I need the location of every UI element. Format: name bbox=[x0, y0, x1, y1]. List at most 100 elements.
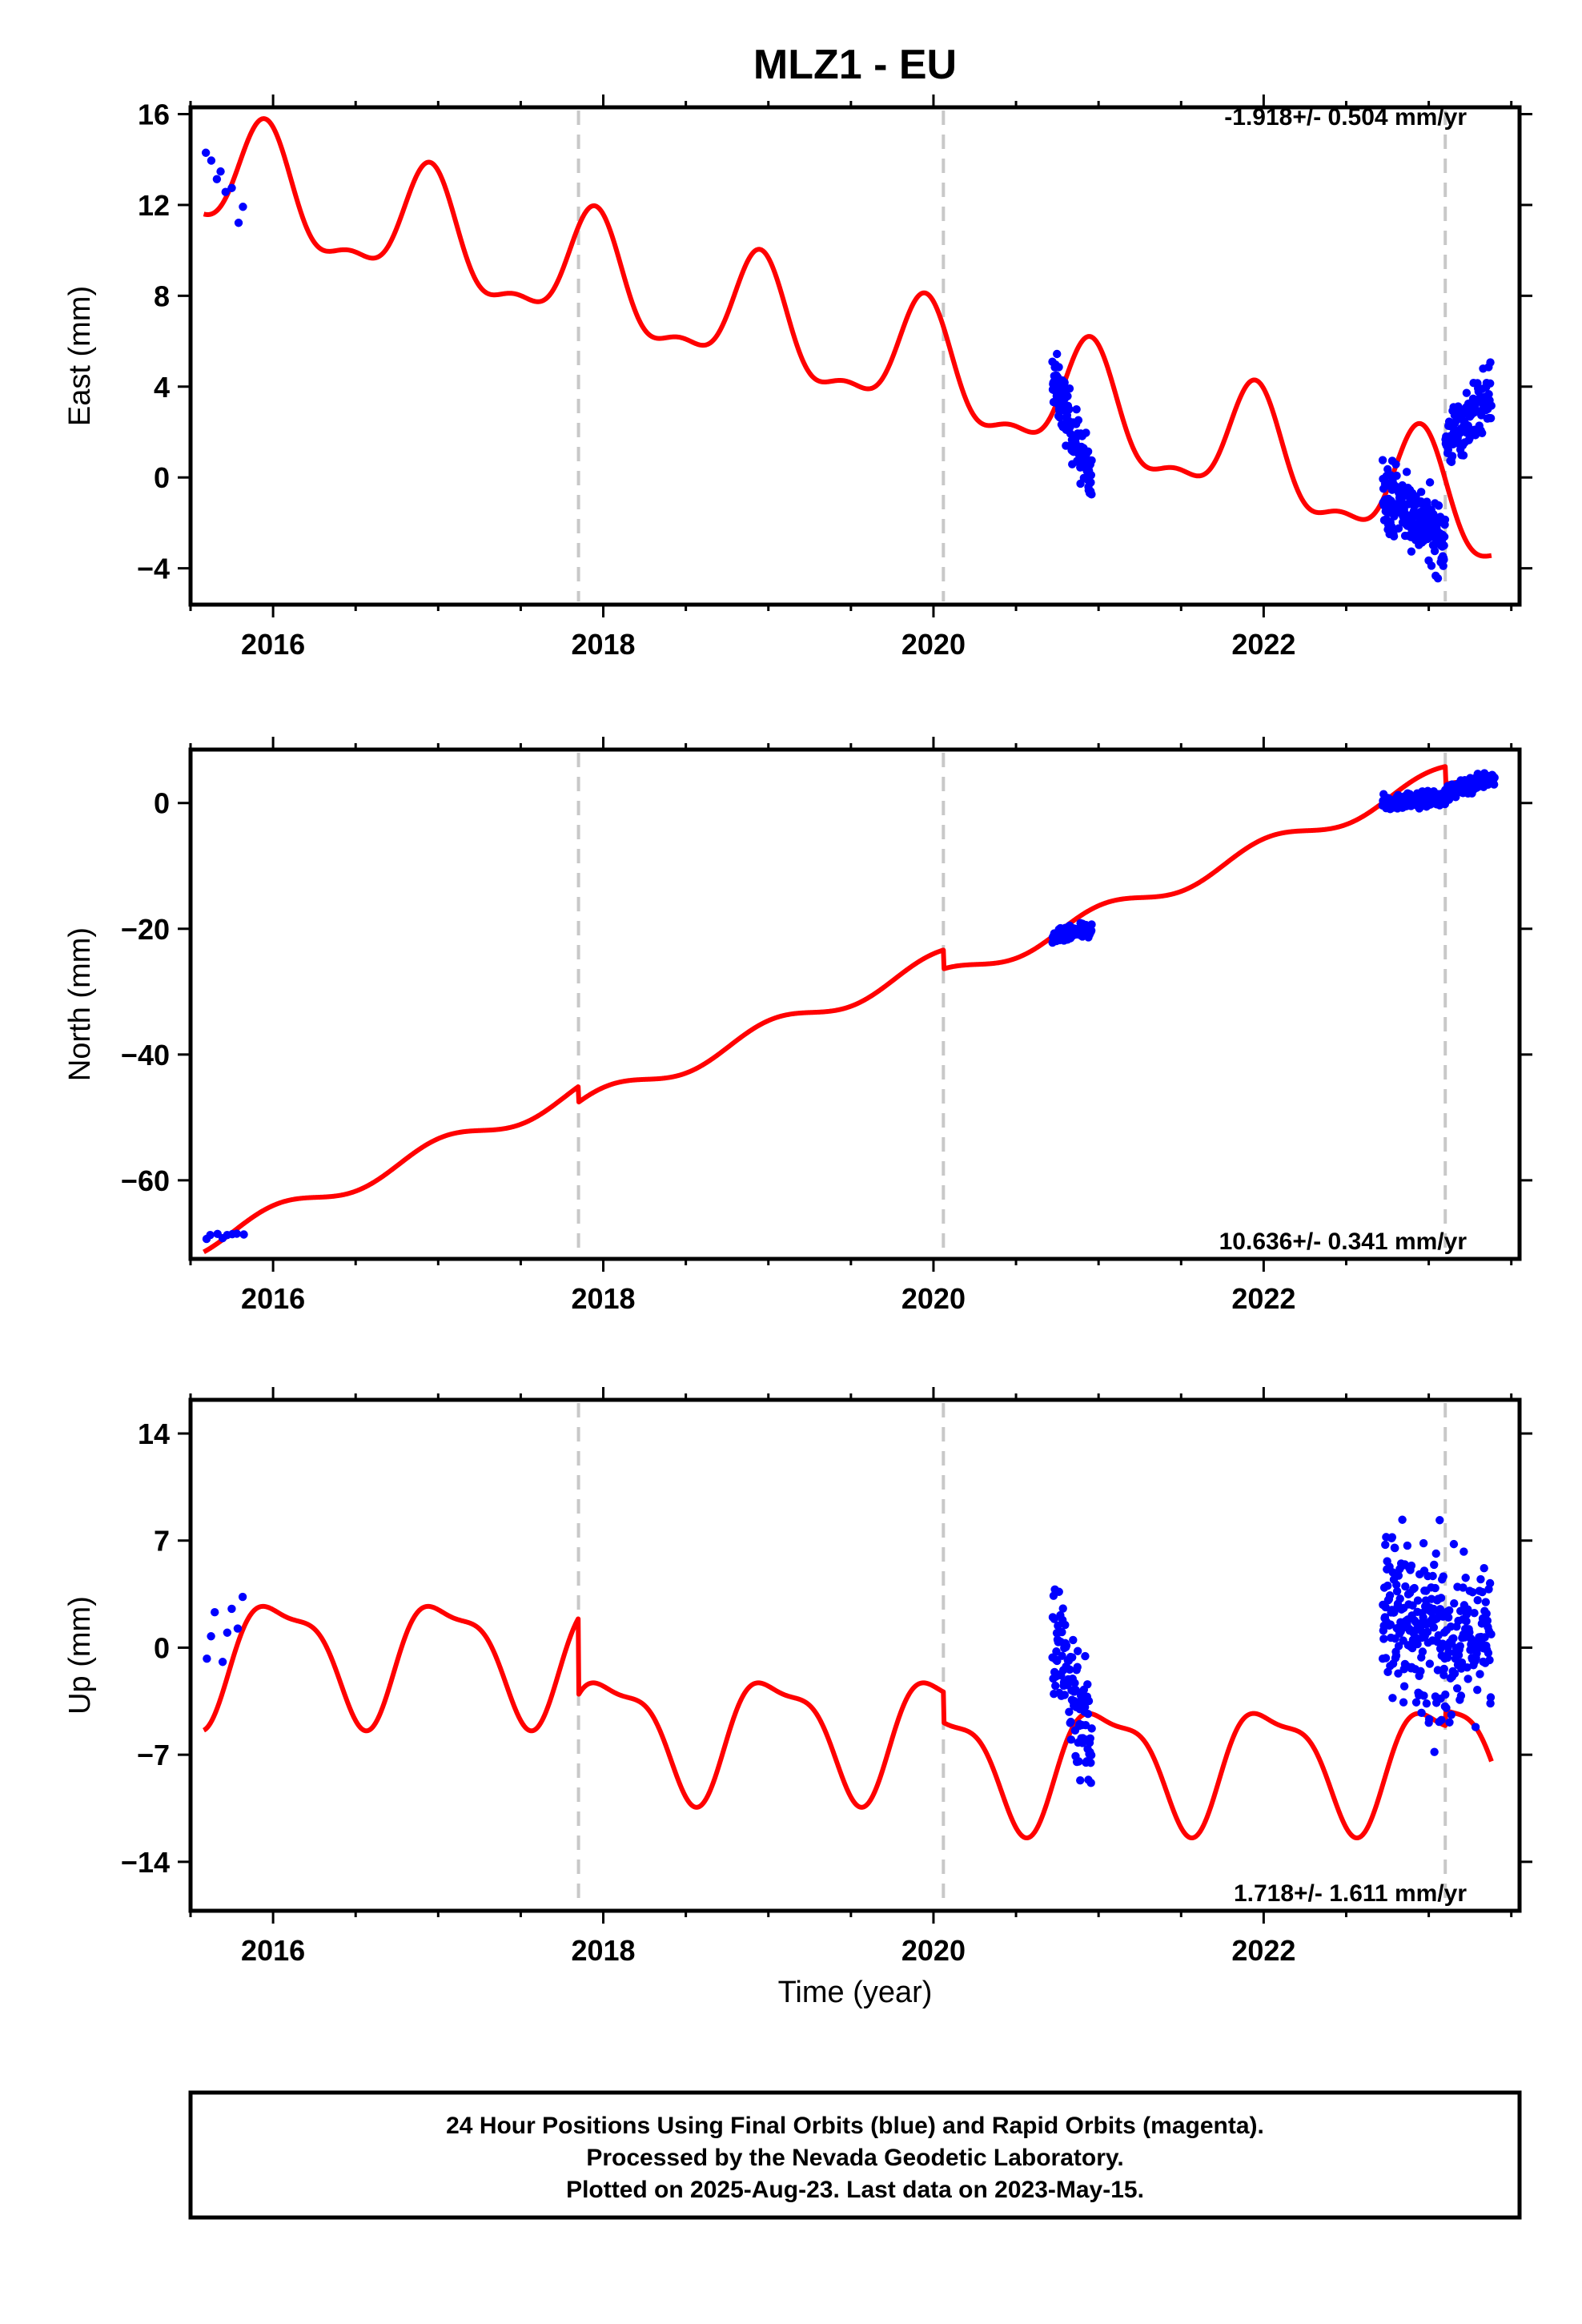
up-data-point bbox=[1080, 1703, 1090, 1711]
up-data-point bbox=[1486, 1699, 1495, 1708]
north-data-point bbox=[206, 1230, 215, 1240]
east-data-point bbox=[1471, 431, 1480, 440]
up-y-tick-label: −14 bbox=[121, 1846, 170, 1879]
up-data-point bbox=[1450, 1669, 1460, 1678]
east-data-point bbox=[1083, 447, 1093, 456]
up-data-point bbox=[1066, 1735, 1076, 1744]
east-data-point bbox=[1429, 509, 1438, 519]
east-data-point bbox=[1407, 547, 1416, 556]
east-data-points bbox=[201, 148, 1496, 583]
up-data-point bbox=[1456, 1642, 1464, 1651]
up-data-point bbox=[1394, 1571, 1403, 1580]
footer-line-3: Plotted on 2025-Aug-23. Last data on 202… bbox=[566, 2177, 1144, 2203]
up-data-point bbox=[1070, 1679, 1079, 1687]
east-data-point bbox=[1402, 468, 1411, 476]
east-data-point bbox=[1439, 561, 1447, 570]
up-data-point bbox=[1391, 1543, 1399, 1553]
up-data-point bbox=[1398, 1515, 1407, 1524]
up-data-point bbox=[1485, 1578, 1495, 1588]
up-data-point bbox=[1482, 1609, 1491, 1618]
up-data-point bbox=[1050, 1614, 1059, 1623]
up-data-point bbox=[1478, 1587, 1487, 1597]
up-data-point bbox=[1449, 1539, 1459, 1549]
up-data-point bbox=[1442, 1703, 1451, 1712]
up-data-point bbox=[1408, 1601, 1417, 1610]
east-data-point bbox=[216, 167, 225, 176]
up-data-point bbox=[1429, 1623, 1439, 1632]
east-data-point bbox=[1065, 404, 1074, 414]
east-data-point bbox=[1439, 541, 1448, 550]
up-data-point bbox=[1083, 1710, 1093, 1719]
up-y-tick-label: 14 bbox=[138, 1417, 170, 1450]
east-data-point bbox=[1487, 401, 1496, 410]
up-data-point bbox=[1463, 1663, 1472, 1672]
east-data-point bbox=[1055, 412, 1064, 422]
up-data-point bbox=[1054, 1587, 1063, 1596]
up-data-point bbox=[1480, 1633, 1489, 1642]
up-data-point bbox=[1060, 1691, 1069, 1699]
east-data-point bbox=[1459, 451, 1468, 460]
up-data-point bbox=[227, 1604, 236, 1614]
up-data-point bbox=[1416, 1667, 1425, 1676]
north-model-curve bbox=[202, 764, 1494, 1254]
up-data-point bbox=[1424, 1715, 1434, 1723]
up-data-point bbox=[207, 1632, 215, 1641]
up-data-point bbox=[1084, 1696, 1094, 1706]
up-data-point bbox=[1081, 1721, 1090, 1730]
east-panel: 2016 2018 2020 2022 −4 0 4 8 12 16 East (mm) -1.918… bbox=[63, 94, 1532, 661]
up-x-tick-label: 2022 bbox=[1231, 1934, 1295, 1967]
up-data-point bbox=[1431, 1583, 1439, 1593]
north-y-tick-label: 0 bbox=[154, 787, 170, 820]
up-data-point bbox=[1381, 1654, 1391, 1663]
up-model-curve bbox=[202, 1603, 1494, 1841]
up-data-point bbox=[1083, 1680, 1092, 1689]
east-data-point bbox=[1087, 490, 1096, 499]
up-data-point bbox=[1394, 1669, 1403, 1678]
north-data-point bbox=[1086, 926, 1096, 935]
up-data-point bbox=[1418, 1647, 1427, 1656]
up-data-point bbox=[1069, 1635, 1078, 1645]
up-data-point bbox=[223, 1628, 232, 1637]
east-data-point bbox=[1086, 471, 1096, 480]
up-frame bbox=[188, 1397, 1522, 1913]
north-frame bbox=[188, 747, 1522, 1261]
up-y-tick-label: 0 bbox=[154, 1631, 170, 1664]
east-y-tick-label: 16 bbox=[138, 99, 170, 131]
north-data-point bbox=[239, 1230, 248, 1239]
east-data-point bbox=[1389, 532, 1399, 541]
east-data-point bbox=[1063, 392, 1072, 400]
up-data-point bbox=[1399, 1682, 1409, 1691]
up-data-point bbox=[1413, 1596, 1423, 1605]
east-data-point bbox=[1427, 561, 1436, 570]
north-data-point bbox=[1087, 920, 1096, 929]
east-y-tick-label: 8 bbox=[154, 279, 170, 312]
up-data-point bbox=[1058, 1604, 1067, 1613]
up-data-point bbox=[1065, 1707, 1074, 1716]
east-data-point bbox=[1053, 349, 1062, 359]
north-x-tick-label: 2020 bbox=[901, 1282, 966, 1315]
east-y-tick-label: 4 bbox=[154, 371, 170, 404]
east-y-tick-label: 12 bbox=[138, 189, 170, 222]
up-data-point bbox=[1413, 1639, 1422, 1649]
footer-line-2: Processed by the Nevada Geodetic Laborat… bbox=[586, 2145, 1123, 2171]
up-data-point bbox=[1486, 1693, 1496, 1702]
up-y-tick-label: 7 bbox=[154, 1525, 170, 1558]
up-data-point bbox=[1403, 1541, 1412, 1550]
up-y-axis-title: Up (mm) bbox=[63, 1596, 97, 1715]
east-data-point bbox=[1082, 428, 1090, 437]
east-data-point bbox=[1378, 456, 1387, 464]
up-data-point bbox=[1435, 1605, 1445, 1614]
up-data-point bbox=[1471, 1723, 1480, 1731]
east-data-point bbox=[1065, 384, 1074, 393]
up-data-point bbox=[1417, 1708, 1426, 1718]
east-data-point bbox=[1439, 533, 1449, 541]
east-data-point bbox=[1430, 546, 1439, 556]
footer-line-1: 24 Hour Positions Using Final Orbits (bl… bbox=[446, 2113, 1264, 2139]
east-x-tick-label: 2022 bbox=[1231, 628, 1295, 661]
east-data-point bbox=[1387, 522, 1396, 531]
east-x-tick-label: 2020 bbox=[901, 628, 966, 661]
up-data-point bbox=[1444, 1648, 1453, 1657]
north-y-tick-label: −20 bbox=[121, 913, 170, 946]
north-data-point bbox=[232, 1229, 241, 1238]
east-y-axis-title: East (mm) bbox=[63, 286, 97, 426]
